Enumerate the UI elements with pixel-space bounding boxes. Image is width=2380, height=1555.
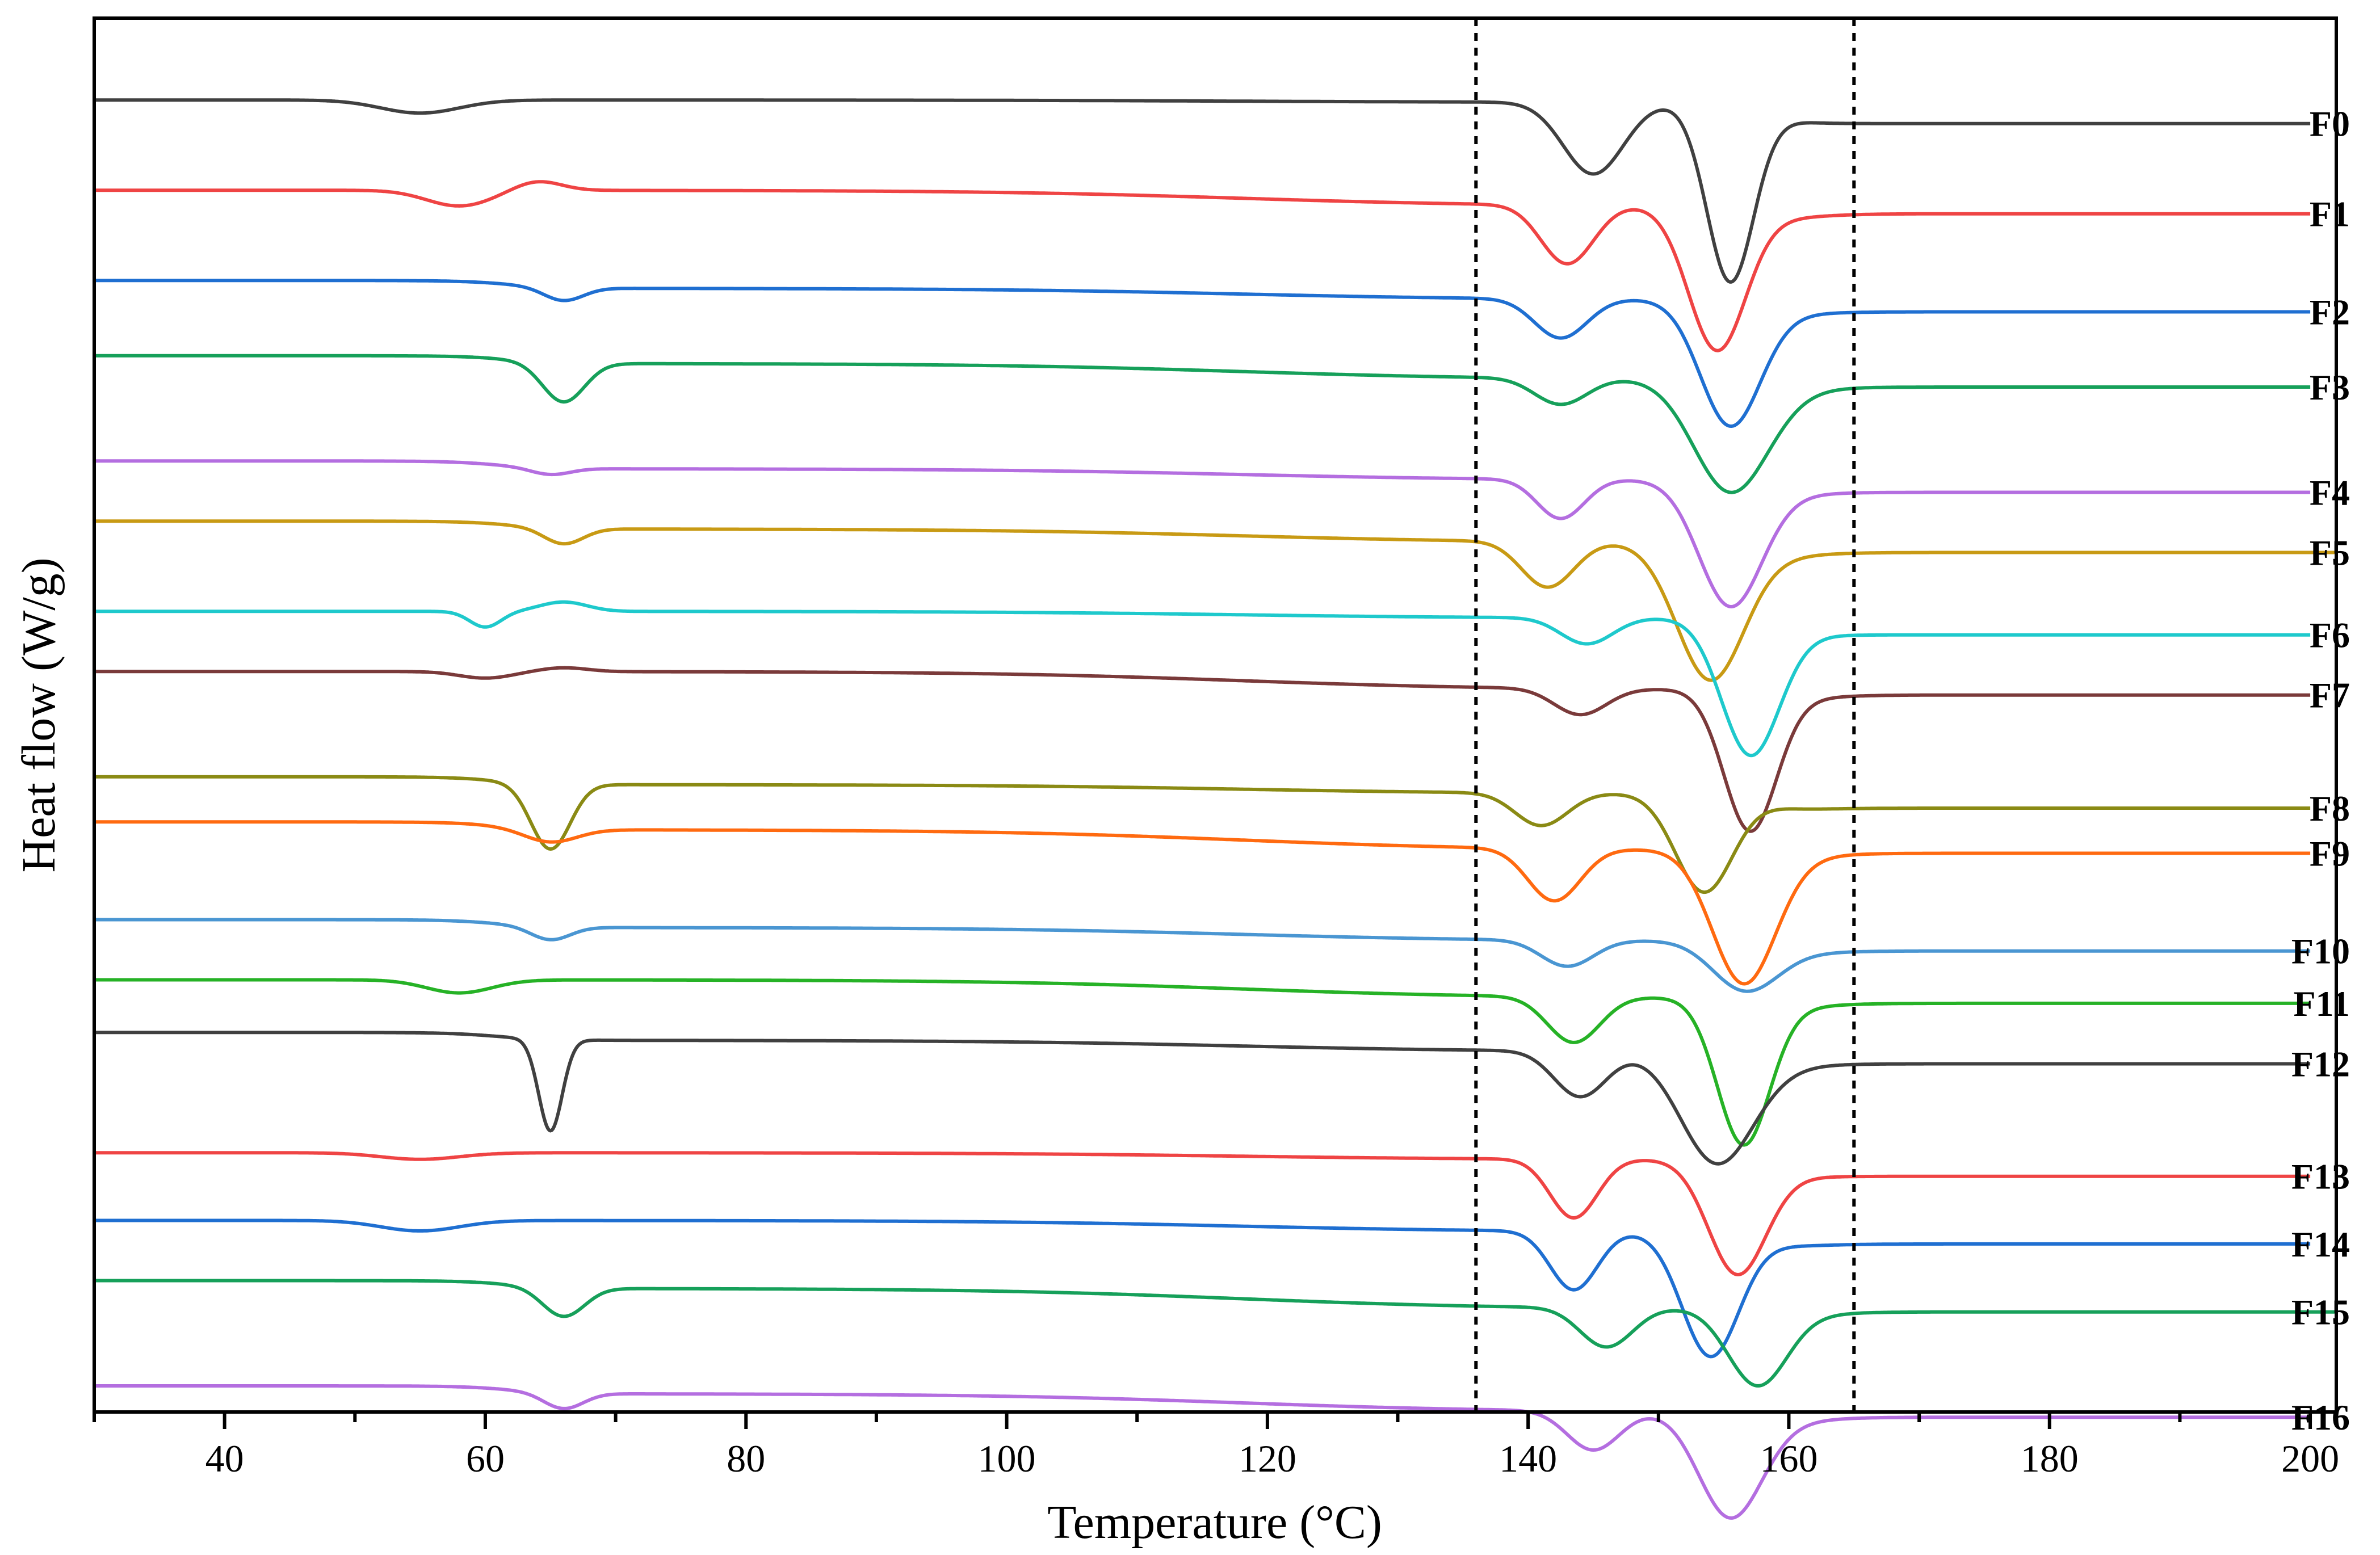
x-tick-label-80: 80	[727, 1437, 765, 1480]
series-label-f0: F0	[2310, 104, 2350, 144]
series-line-f16	[94, 1384, 2311, 1520]
series-label-f15: F15	[2291, 1292, 2350, 1333]
series-label-f16: F16	[2291, 1397, 2350, 1438]
series-line-f5	[94, 519, 2337, 682]
series-label-f9: F9	[2310, 834, 2350, 874]
y-axis-title: Heat flow (W/g)	[12, 557, 65, 872]
series-labels: F0 F1 F2 F3 F4 F5 F6 F7 F8 F9 F10 F11 F12 F13 F14 F15 F1…	[2291, 104, 2350, 1438]
x-tick-label-40: 40	[205, 1437, 244, 1480]
reference-lines	[1474, 18, 1856, 1412]
x-tick-label-180: 180	[2021, 1437, 2079, 1480]
series-line-f14	[94, 1218, 2311, 1359]
series-label-f11: F11	[2293, 984, 2350, 1024]
series-line-f3	[94, 354, 2311, 494]
series-label-f7: F7	[2310, 675, 2350, 716]
series-line-f2	[94, 279, 2311, 428]
series-label-f6: F6	[2310, 615, 2350, 655]
series-label-f2: F2	[2310, 292, 2350, 333]
series-line-f10	[94, 918, 2311, 993]
x-axis-title: Temperature (°C)	[1047, 1496, 1382, 1549]
series-line-f7	[94, 666, 2311, 833]
series-label-f14: F14	[2291, 1224, 2350, 1264]
x-tick-label-120: 120	[1239, 1437, 1296, 1480]
x-tick-label-200: 200	[2281, 1437, 2339, 1480]
series-label-f8: F8	[2310, 788, 2350, 829]
curves-layer	[94, 98, 2337, 1520]
series-line-f8	[94, 775, 2311, 894]
series-line-f6	[94, 600, 2311, 758]
series-label-f4: F4	[2310, 473, 2350, 513]
series-label-f10: F10	[2291, 931, 2350, 972]
x-axis: 40 60 80 100 120 140 160 180 200	[93, 1412, 2339, 1480]
series-line-f9	[94, 820, 2311, 986]
series-line-f4	[94, 459, 2311, 608]
series-label-f13: F13	[2291, 1157, 2350, 1197]
x-tick-label-140: 140	[1499, 1437, 1557, 1480]
series-line-f13	[94, 1151, 2311, 1276]
x-tick-label-100: 100	[978, 1437, 1036, 1480]
plot-frame	[93, 16, 2338, 1414]
series-line-f15	[94, 1279, 2337, 1388]
series-line-f1	[94, 180, 2311, 352]
series-label-f5: F5	[2310, 533, 2350, 573]
series-line-f11	[94, 978, 2311, 1147]
series-line-f12	[94, 1031, 2311, 1166]
x-tick-label-160: 160	[1760, 1437, 1817, 1480]
series-label-f1: F1	[2310, 194, 2350, 234]
series-label-f3: F3	[2310, 367, 2350, 407]
series-label-f12: F12	[2291, 1044, 2350, 1085]
series-line-f0	[94, 98, 2311, 284]
x-tick-label-60: 60	[466, 1437, 505, 1480]
